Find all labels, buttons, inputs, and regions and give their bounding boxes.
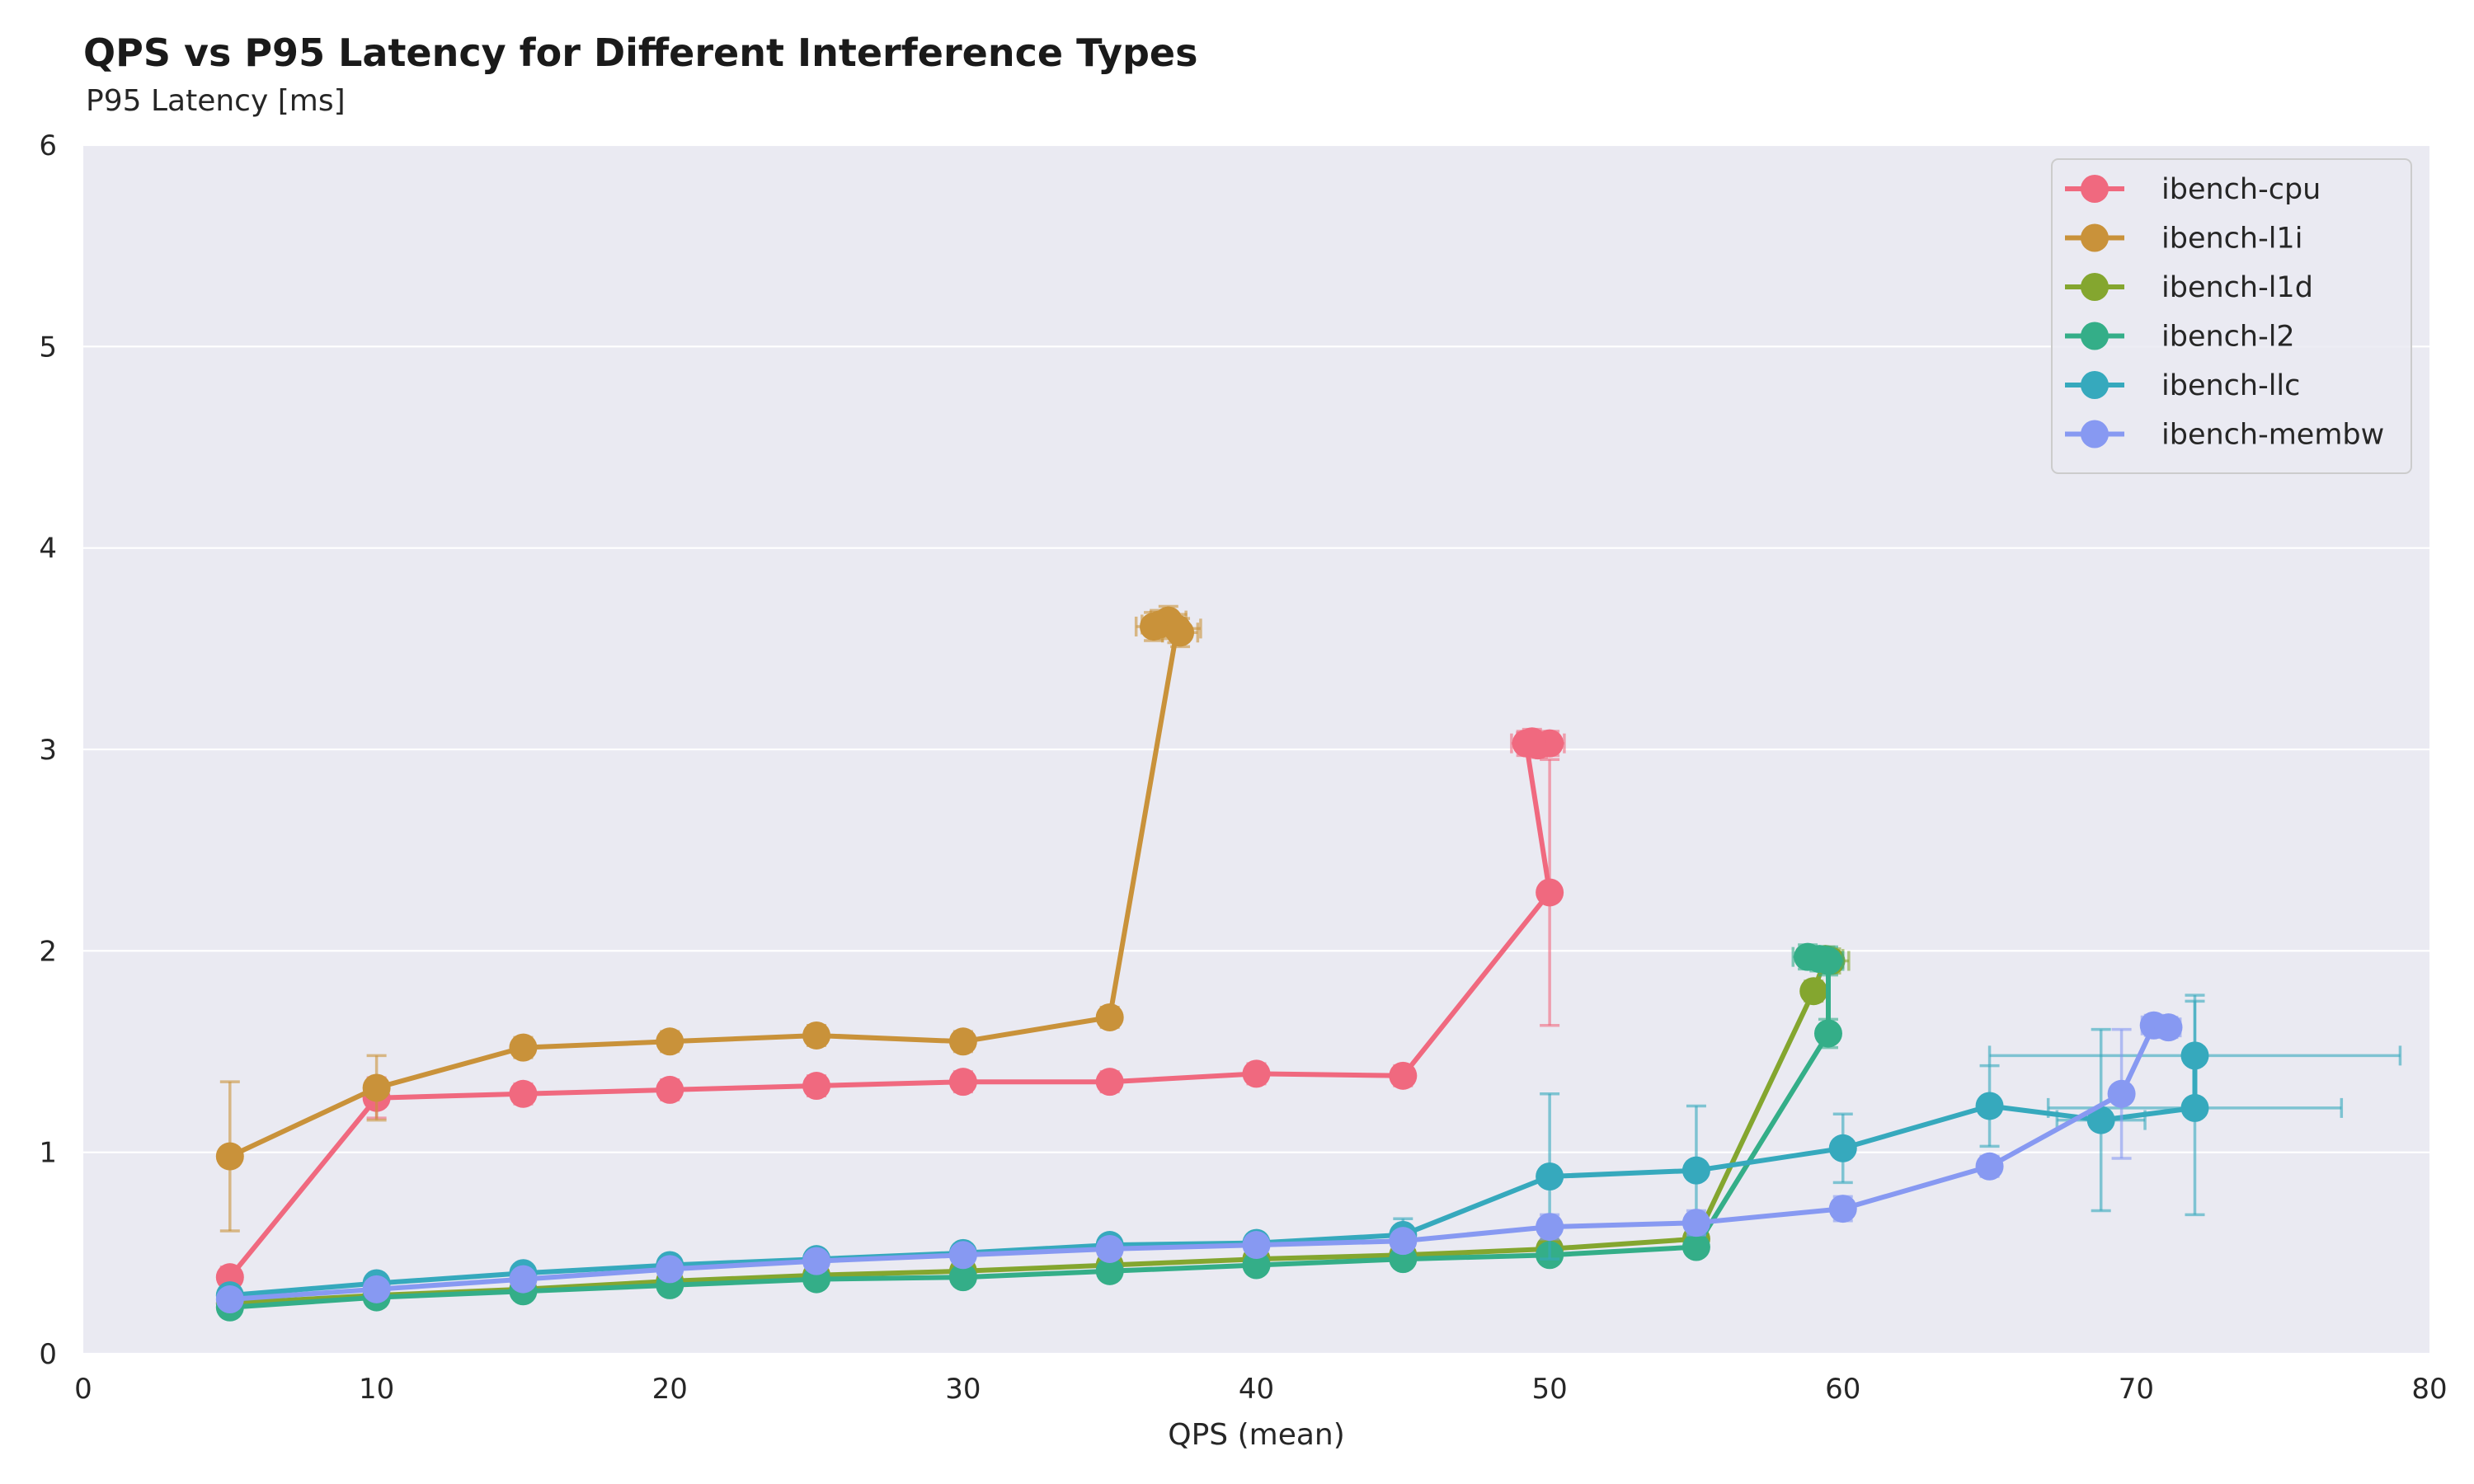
legend-marker	[2081, 223, 2109, 252]
data-point	[1536, 1213, 1564, 1242]
legend-label: ibench-membw	[2161, 419, 2384, 452]
y-tick-label: 0	[39, 1338, 57, 1371]
legend-item-ibench-llc: ibench-llc	[2065, 369, 2300, 402]
data-point	[1975, 1152, 2004, 1181]
legend-label: ibench-l1i	[2161, 223, 2302, 256]
data-point	[2180, 1041, 2209, 1070]
x-tick-label: 0	[74, 1373, 92, 1406]
legend-marker	[2081, 420, 2109, 448]
legend-label: ibench-llc	[2161, 369, 2300, 402]
data-point	[2180, 1093, 2209, 1122]
data-point	[802, 1072, 831, 1101]
data-point	[509, 1079, 538, 1108]
legend-label: ibench-l1d	[2161, 271, 2313, 304]
data-point	[948, 1241, 977, 1270]
data-point	[656, 1075, 684, 1104]
legend-marker	[2081, 322, 2109, 350]
data-point	[1536, 1162, 1564, 1190]
data-point	[2107, 1079, 2136, 1108]
y-tick-label: 1	[39, 1137, 57, 1170]
data-point	[1517, 727, 1546, 756]
y-tick-label: 4	[39, 533, 57, 566]
x-tick-label: 20	[652, 1373, 688, 1406]
data-point	[1828, 1134, 1857, 1162]
legend: ibench-cpu ibench-l1i ibench-l1d ibench-l2 i…	[2051, 158, 2412, 474]
legend-item-ibench-l1i: ibench-l1i	[2065, 223, 2302, 256]
data-point	[1166, 618, 1195, 647]
legend-box	[2051, 158, 2412, 474]
data-point	[1681, 1156, 1710, 1185]
data-point	[1095, 1003, 1124, 1031]
legend-label: ibench-l2	[2161, 321, 2295, 354]
x-tick-label: 30	[945, 1373, 981, 1406]
series-ibench-l1i	[215, 604, 1202, 1233]
x-tick-label: 60	[1825, 1373, 1860, 1406]
data-point	[656, 1027, 684, 1056]
legend-item-ibench-cpu: ibench-cpu	[2065, 173, 2321, 206]
x-tick-label: 40	[1239, 1373, 1274, 1406]
data-point	[1140, 612, 1169, 641]
y-axis-ticks: 0 1 2 3 4 5 6	[39, 129, 57, 1371]
data-point	[1389, 1227, 1418, 1256]
data-point	[1813, 1019, 1842, 1048]
data-point	[948, 1263, 977, 1292]
y-tick-label: 6	[39, 129, 57, 162]
legend-label: ibench-cpu	[2161, 173, 2321, 206]
x-axis-label: QPS (mean)	[1168, 1418, 1345, 1452]
data-point	[1536, 878, 1564, 907]
chart-title: QPS vs P95 Latency for Different Interfe…	[83, 31, 1197, 75]
x-axis-ticks: 0 10 20 30 40 50 60 70 80	[74, 1373, 2447, 1406]
y-axis-label: P95 Latency [ms]	[86, 84, 346, 118]
data-point	[215, 1142, 244, 1171]
series-ibench-cpu	[215, 727, 1566, 1292]
legend-item-ibench-membw: ibench-membw	[2065, 419, 2384, 452]
data-point	[1095, 1068, 1124, 1097]
legend-item-ibench-l1d: ibench-l1d	[2065, 271, 2313, 304]
data-point	[656, 1255, 684, 1284]
data-point	[1681, 1233, 1710, 1261]
series-line-ibench-llc	[227, 1053, 2198, 1298]
legend-marker	[2081, 273, 2109, 301]
data-point	[509, 1033, 538, 1062]
x-tick-label: 50	[1531, 1373, 1567, 1406]
data-point	[1975, 1092, 2004, 1120]
series-line-ibench-membw	[227, 1022, 2171, 1302]
data-point	[1799, 977, 1828, 1006]
data-point	[1681, 1209, 1710, 1237]
grid-lines	[83, 143, 2429, 1355]
data-point	[362, 1073, 391, 1102]
legend-marker	[2081, 371, 2109, 399]
y-tick-label: 3	[39, 734, 57, 767]
data-point	[948, 1068, 977, 1097]
data-point	[1389, 1061, 1418, 1090]
data-point	[1242, 1231, 1271, 1260]
legend-item-ibench-l2: ibench-l2	[2065, 321, 2295, 354]
data-point	[1095, 1256, 1124, 1285]
y-tick-label: 2	[39, 935, 57, 968]
data-point	[2154, 1013, 2183, 1042]
data-point	[215, 1285, 244, 1314]
series-layer	[215, 604, 2402, 1322]
data-point	[509, 1265, 538, 1294]
data-point	[1242, 1059, 1271, 1088]
data-point	[1828, 1195, 1857, 1223]
legend-marker	[2081, 175, 2109, 203]
data-point	[362, 1275, 391, 1303]
data-point	[802, 1021, 831, 1050]
data-point	[2086, 1106, 2115, 1134]
series-ibench-l2	[215, 942, 1845, 1322]
x-tick-label: 80	[2411, 1373, 2447, 1406]
x-tick-label: 70	[2119, 1373, 2154, 1406]
y-tick-label: 5	[39, 331, 57, 364]
data-point	[1095, 1234, 1124, 1263]
data-point	[1242, 1251, 1271, 1280]
data-point	[948, 1027, 977, 1056]
series-ibench-membw	[215, 1011, 2183, 1314]
data-point	[1805, 945, 1834, 974]
data-point	[802, 1247, 831, 1275]
x-tick-label: 10	[359, 1373, 394, 1406]
